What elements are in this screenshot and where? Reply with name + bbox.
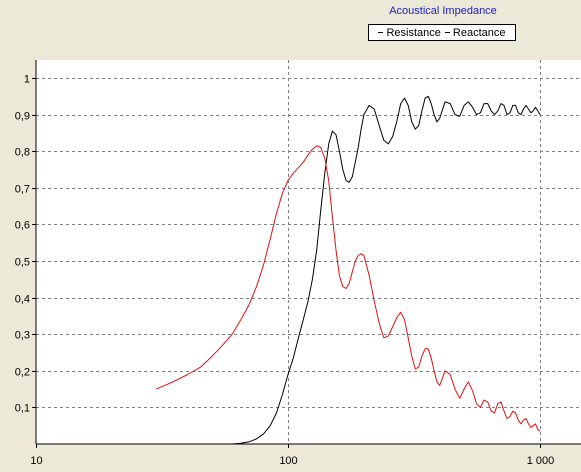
legend-swatch-resistance	[378, 32, 384, 33]
y-tick-label: 0,5	[15, 257, 30, 269]
y-tick-label: 0,3	[15, 330, 30, 342]
legend-label-resistance: Resistance	[386, 26, 441, 39]
y-tick-label: 0,2	[15, 367, 30, 379]
legend-label-reactance: Reactance	[452, 26, 506, 39]
plot-area	[36, 60, 581, 444]
x-tick-label: 100	[279, 455, 297, 467]
series-layer	[156, 95, 541, 445]
series-line-resistance	[232, 95, 541, 445]
y-tick-label: 0,7	[15, 184, 30, 196]
x-tick-label: 10	[30, 455, 42, 467]
y-tick-label: 0,1	[15, 403, 30, 415]
y-tick-label: 0,9	[15, 111, 30, 123]
chart-title: Acoustical Impedance	[389, 5, 497, 17]
legend-entry-resistance: Resistance	[378, 26, 441, 39]
y-tick-label: 1	[24, 74, 30, 86]
y-tick-label: 0,4	[15, 294, 30, 306]
legend-entry-reactance: Reactance	[444, 26, 506, 39]
y-tick-label: 0,6	[15, 220, 30, 232]
series-line-reactance	[156, 145, 541, 432]
y-tick-label: 0,8	[15, 147, 30, 159]
chart-legend: Resistance Reactance	[368, 24, 516, 41]
legend-swatch-reactance	[444, 32, 450, 33]
axis-ticks: 0,1 0,2 0,3 0,4 0,5 0,6 0,7 0,8 0,9 1 10 100 1 000	[15, 74, 555, 468]
x-tick-label: 1 000	[527, 455, 555, 467]
